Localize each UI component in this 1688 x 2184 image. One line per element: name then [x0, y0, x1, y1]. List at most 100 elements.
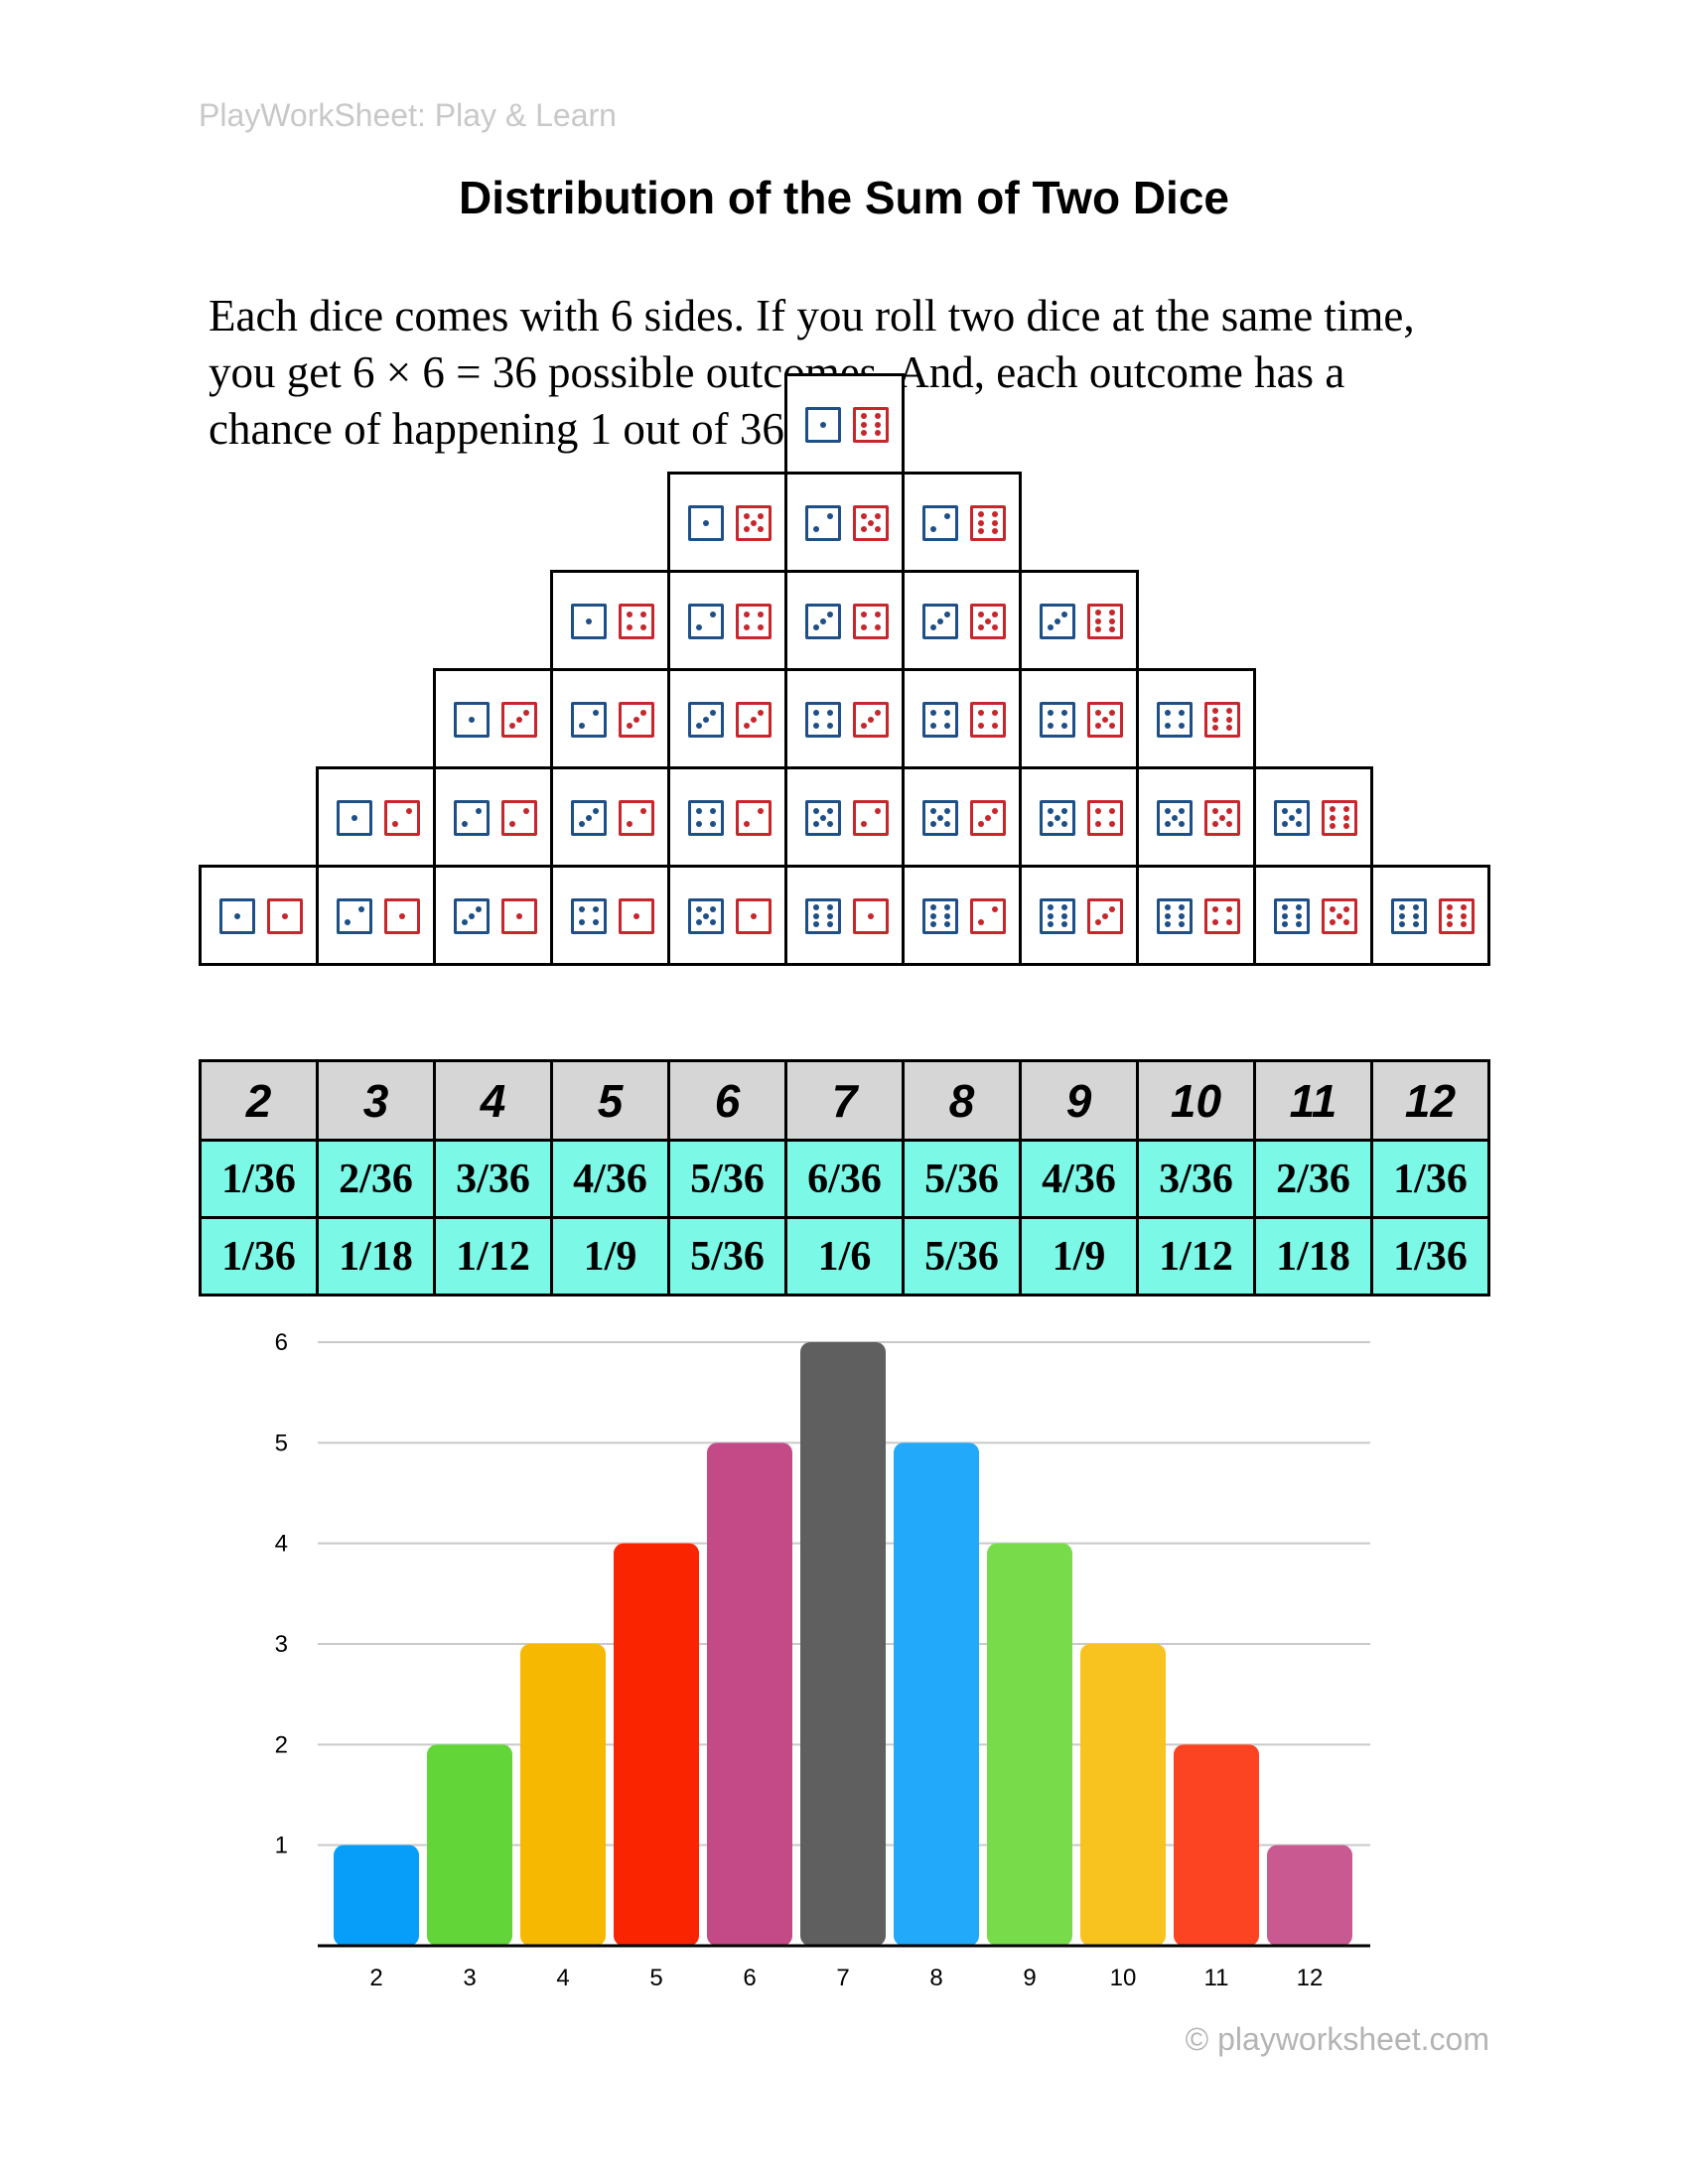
outcome-cell — [1253, 766, 1373, 868]
outcome-cell — [784, 865, 905, 966]
x-tick-label: 2 — [369, 1965, 382, 1991]
intro-line: Each dice comes with 6 sides. If you rol… — [209, 291, 1415, 341]
bar-6 — [707, 1442, 792, 1946]
blue-die-3-icon — [454, 897, 490, 934]
red-die-6-icon — [1322, 799, 1357, 836]
red-die-2-icon — [853, 799, 889, 836]
outcome-cell — [902, 865, 1022, 966]
outcome-cell — [1019, 570, 1139, 671]
blue-die-6-icon — [1157, 897, 1193, 934]
red-die-4-icon — [619, 603, 654, 639]
blue-die-5-icon — [1274, 799, 1310, 836]
red-die-3-icon — [736, 701, 772, 738]
red-die-4-icon — [736, 603, 772, 639]
fraction-cell: 5/36 — [902, 1139, 1022, 1219]
x-tick-label: 5 — [649, 1965, 662, 1991]
blue-die-2-icon — [922, 504, 958, 541]
reduced-fraction-cell: 5/36 — [667, 1216, 787, 1297]
outcome-cell — [667, 472, 787, 573]
blue-die-1-icon — [688, 504, 724, 541]
red-die-5-icon — [1204, 799, 1240, 836]
outcome-cell — [902, 668, 1022, 769]
blue-die-4-icon — [571, 897, 607, 934]
copyright-text: © playworksheet.com — [1185, 2021, 1489, 2057]
outcome-cell — [316, 865, 436, 966]
blue-die-4-icon — [805, 701, 841, 738]
blue-die-2-icon — [454, 799, 490, 836]
bar-5 — [614, 1543, 699, 1946]
red-die-1-icon — [736, 897, 772, 934]
reduced-fraction-cell: 1/9 — [550, 1216, 670, 1297]
x-tick-label: 6 — [743, 1965, 756, 1991]
red-die-3-icon — [970, 799, 1006, 836]
sum-cell: 7 — [784, 1059, 905, 1142]
blue-die-2-icon — [688, 603, 724, 639]
red-die-6-icon — [1087, 603, 1123, 639]
red-die-2-icon — [736, 799, 772, 836]
bar-8 — [894, 1442, 979, 1946]
red-die-4-icon — [1087, 799, 1123, 836]
red-die-2-icon — [384, 799, 420, 836]
blue-die-1-icon — [219, 897, 255, 934]
blue-die-2-icon — [337, 897, 372, 934]
bar-11 — [1174, 1744, 1259, 1946]
blue-die-2-icon — [571, 701, 607, 738]
bar-10 — [1080, 1644, 1166, 1946]
blue-die-1-icon — [571, 603, 607, 639]
red-die-3-icon — [501, 701, 537, 738]
fraction-cell: 3/36 — [433, 1139, 553, 1219]
reduced-fraction-cell: 1/36 — [1370, 1216, 1490, 1297]
blue-die-6-icon — [1040, 897, 1075, 934]
red-die-3-icon — [619, 701, 654, 738]
blue-die-4-icon — [1157, 701, 1193, 738]
sum-cell: 8 — [902, 1059, 1022, 1142]
x-tick-label: 7 — [836, 1965, 849, 1991]
y-tick-label: 5 — [275, 1430, 288, 1456]
outcome-cell — [1019, 766, 1139, 868]
blue-die-4-icon — [922, 701, 958, 738]
blue-die-3-icon — [688, 701, 724, 738]
outcome-cell — [316, 766, 436, 868]
blue-die-3-icon — [1040, 603, 1075, 639]
red-die-3-icon — [1087, 897, 1123, 934]
outcome-cell — [784, 472, 905, 573]
reduced-fraction-cell: 1/9 — [1019, 1216, 1139, 1297]
x-tick-label: 11 — [1204, 1965, 1229, 1991]
bar-12 — [1267, 1844, 1352, 1946]
outcome-cell — [902, 472, 1022, 573]
sum-cell: 2 — [199, 1059, 319, 1142]
blue-die-6-icon — [1274, 897, 1310, 934]
sum-cell: 4 — [433, 1059, 553, 1142]
red-die-1-icon — [853, 897, 889, 934]
x-tick-label: 8 — [929, 1965, 942, 1991]
blue-die-3-icon — [571, 799, 607, 836]
reduced-fraction-cell: 1/6 — [784, 1216, 905, 1297]
blue-die-5-icon — [922, 799, 958, 836]
outcome-cell — [1136, 865, 1256, 966]
red-die-4-icon — [970, 701, 1006, 738]
red-die-1-icon — [384, 897, 420, 934]
bar-4 — [520, 1644, 606, 1946]
red-die-2-icon — [970, 897, 1006, 934]
blue-die-6-icon — [805, 897, 841, 934]
blue-die-4-icon — [688, 799, 724, 836]
sum-cell: 6 — [667, 1059, 787, 1142]
red-die-1-icon — [619, 897, 654, 934]
intro-line: you get 6 × 6 = 36 possible outcomes. An… — [209, 347, 1345, 397]
blue-die-5-icon — [1040, 799, 1075, 836]
blue-die-6-icon — [922, 897, 958, 934]
blue-die-6-icon — [1391, 897, 1427, 934]
y-tick-label: 1 — [275, 1833, 288, 1859]
y-tick-label: 2 — [275, 1731, 288, 1758]
blue-die-1-icon — [337, 799, 372, 836]
x-tick-label: 9 — [1023, 1965, 1036, 1991]
blue-die-5-icon — [688, 897, 724, 934]
dice-outcome-pyramid — [199, 373, 1490, 966]
reduced-fraction-cell: 1/12 — [1136, 1216, 1256, 1297]
red-die-1-icon — [501, 897, 537, 934]
red-die-5-icon — [1087, 701, 1123, 738]
blue-die-5-icon — [805, 799, 841, 836]
outcome-cell — [667, 668, 787, 769]
bar-3 — [427, 1744, 512, 1946]
reduced-fraction-cell: 1/18 — [316, 1216, 436, 1297]
